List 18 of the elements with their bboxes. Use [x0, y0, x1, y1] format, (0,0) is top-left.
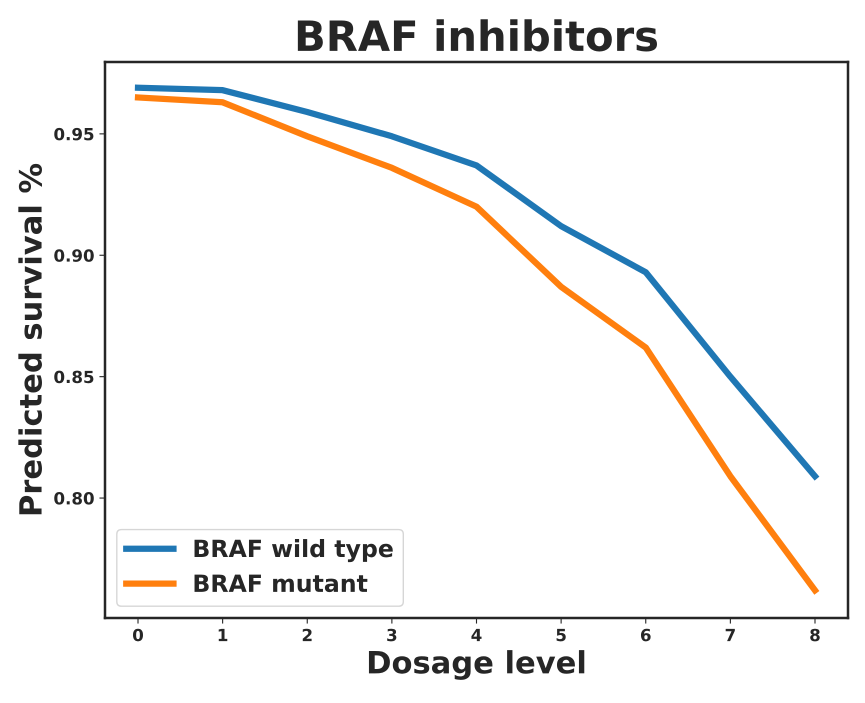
x-tick-label: 0 — [133, 628, 144, 642]
chart-title: BRAF inhibitors — [298, 19, 658, 52]
x-tick-label: 6 — [640, 628, 651, 642]
x-axis-title: Dosage level — [368, 650, 584, 680]
x-tick-label: 3 — [387, 628, 396, 642]
x-tick-label: 5 — [556, 628, 566, 642]
x-tick-label: 8 — [810, 628, 820, 642]
x-tick-label: 2 — [302, 628, 312, 642]
y-tick-label: 0.90 — [54, 249, 94, 262]
y-tick-label: 0.85 — [54, 370, 94, 384]
x-tick-label: 4 — [471, 628, 482, 642]
y-tick-label: 0.95 — [54, 128, 94, 140]
y-axis-title: Predicted survival % — [18, 164, 42, 514]
legend-label: BRAF mutant — [194, 574, 368, 592]
x-tick-label: 1 — [218, 628, 228, 642]
x-tick-label: 7 — [726, 628, 735, 642]
y-tick-label: 0.80 — [54, 492, 94, 505]
legend-label: BRAF wild type — [194, 539, 393, 562]
